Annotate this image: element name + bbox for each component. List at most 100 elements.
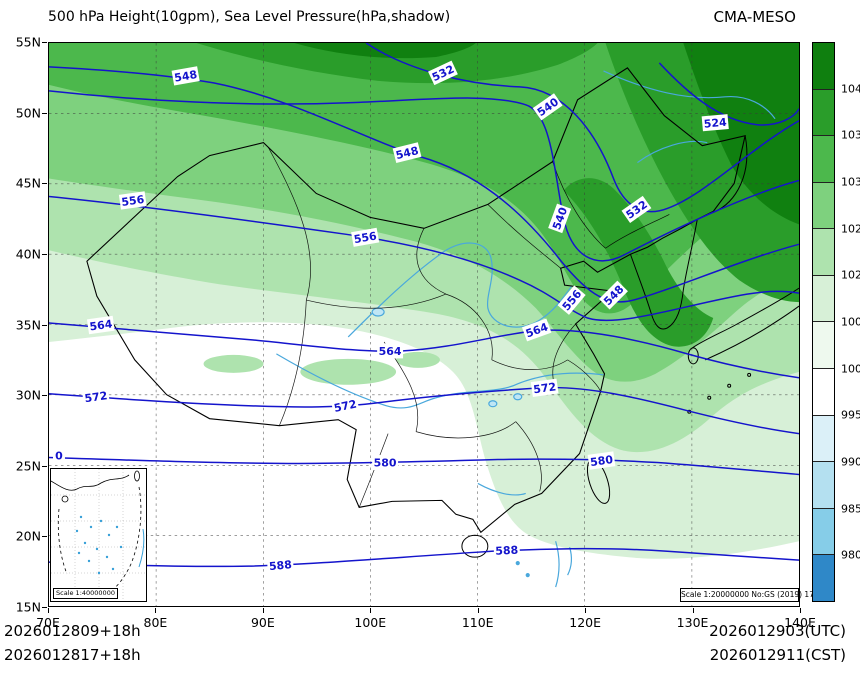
y-axis-tick-label: 15N bbox=[15, 599, 41, 615]
y-axis-tick-label: 30N bbox=[15, 387, 41, 403]
contour-label: 572 bbox=[330, 395, 360, 416]
y-axis-tick-label: 50N bbox=[15, 105, 41, 121]
svg-text:572: 572 bbox=[84, 389, 108, 405]
forecast-init-cst-label: 2026012817+18h bbox=[4, 646, 141, 664]
contour-label: 564 bbox=[521, 318, 552, 342]
contour-564 bbox=[49, 322, 799, 379]
y-axis-tick-label: 40N bbox=[15, 246, 41, 262]
forecast-init-utc-label: 2026012809+18h bbox=[4, 622, 141, 640]
svg-text:580: 580 bbox=[374, 457, 397, 470]
contour-label: 556 bbox=[118, 191, 147, 210]
pearl-river bbox=[477, 482, 526, 496]
model-name-label: CMA-MESO bbox=[713, 8, 796, 26]
x-axis-tick-mark bbox=[692, 608, 694, 613]
svg-text:556: 556 bbox=[353, 229, 378, 246]
inset-graticule bbox=[51, 469, 146, 600]
inset-islands bbox=[75, 515, 123, 575]
colorbar-tick-label: 1025 bbox=[841, 222, 860, 236]
colorbar-segment bbox=[813, 415, 834, 463]
colorbar-tick-label: 1035 bbox=[841, 128, 860, 142]
y-axis-tick-label: 35N bbox=[15, 317, 41, 332]
svg-text:572: 572 bbox=[333, 397, 358, 414]
small-island-coast bbox=[567, 547, 572, 576]
contour-532 bbox=[365, 43, 799, 213]
y-axis-tick-mark bbox=[42, 324, 47, 326]
x-axis-tick-mark bbox=[262, 608, 264, 613]
x-axis-tick-label: 100E bbox=[354, 615, 387, 630]
colorbar-segment bbox=[813, 322, 834, 370]
contour-572 bbox=[49, 386, 799, 435]
colorbar-segment bbox=[813, 229, 834, 276]
colorbar-segment bbox=[813, 275, 834, 323]
songhua-river bbox=[637, 140, 708, 164]
contour-label: 524 bbox=[701, 114, 729, 132]
poyang-lake bbox=[513, 393, 523, 401]
x-axis-tick-mark bbox=[477, 608, 479, 613]
y-axis-tick-mark bbox=[42, 42, 47, 43]
svg-text:564: 564 bbox=[89, 317, 114, 333]
inset-map-canvas bbox=[51, 469, 146, 600]
x-axis-tick-label: 110E bbox=[461, 615, 494, 630]
qinghai-lake bbox=[371, 307, 385, 317]
x-axis-tick-mark bbox=[585, 608, 587, 613]
rivers-layer bbox=[276, 70, 776, 588]
svg-text:588: 588 bbox=[495, 544, 519, 558]
x-axis-tick-mark bbox=[800, 608, 801, 613]
svg-text:548: 548 bbox=[394, 144, 419, 162]
contour-label: 588 bbox=[266, 556, 294, 574]
contour-556 bbox=[49, 195, 799, 322]
x-axis-tick-label: 120E bbox=[569, 615, 602, 630]
y-axis-tick-mark bbox=[42, 253, 47, 255]
colorbar-segment bbox=[813, 369, 834, 416]
svg-text:572: 572 bbox=[533, 380, 557, 396]
svg-text:580: 580 bbox=[589, 453, 614, 469]
y-axis-tick-label: 45N bbox=[15, 175, 41, 191]
colorbar-segment bbox=[813, 89, 834, 137]
colorbar-tick-label: 1030 bbox=[841, 175, 860, 189]
luzon-island-coast bbox=[555, 541, 560, 588]
dongting-lake bbox=[488, 400, 498, 408]
svg-text:0: 0 bbox=[55, 450, 63, 463]
contour-label: 0 bbox=[52, 448, 65, 464]
hainan-island bbox=[461, 534, 489, 558]
inset-philippines-coast bbox=[138, 528, 145, 568]
graticule-gridlines bbox=[49, 43, 799, 606]
svg-text:548: 548 bbox=[173, 68, 198, 85]
south-china-sea-inset: Scale 1:40000000 bbox=[50, 468, 147, 602]
inset-coastlines bbox=[51, 470, 142, 594]
colorbar-segment bbox=[813, 508, 834, 556]
y-axis-tick-mark bbox=[42, 395, 47, 397]
map-scale-label: Scale 1:20000000 No:GS (2019) 1786 bbox=[680, 588, 824, 602]
province-boundaries bbox=[268, 147, 670, 508]
inset-scale-label: Scale 1:40000000 bbox=[53, 588, 118, 599]
contour-label: 548 bbox=[171, 66, 200, 86]
y-axis-tick-mark bbox=[42, 183, 47, 185]
contour-label: 540 bbox=[548, 203, 572, 234]
colorbar-tick-label: 980 bbox=[841, 548, 860, 562]
x-axis-tick-label: 80E bbox=[143, 615, 168, 630]
contour-label: 572 bbox=[81, 387, 110, 406]
contour-label: 588 bbox=[493, 542, 521, 559]
colorbar-segment bbox=[813, 462, 834, 509]
y-axis-tick-mark bbox=[42, 112, 47, 114]
contour-label: 564 bbox=[377, 343, 404, 359]
amur-river bbox=[603, 70, 776, 120]
y-axis-tick-label: 25N bbox=[15, 458, 41, 474]
y-axis-tick-label: 55N bbox=[15, 34, 41, 50]
contour-label: 580 bbox=[372, 455, 399, 470]
pressure-shading-layer bbox=[49, 43, 799, 606]
colorbar-tick-label: 990 bbox=[841, 455, 860, 469]
yangtze-river bbox=[276, 353, 604, 409]
x-axis-tick-label: 140E bbox=[784, 615, 816, 630]
contour-label: 564 bbox=[86, 315, 115, 335]
y-axis-tick-label: 20N bbox=[15, 528, 41, 544]
contour-label: 580 bbox=[587, 451, 616, 470]
map-plot-area: 548 532 540 524 548 556 556 540 532 548 556 564 564 5… bbox=[48, 42, 824, 607]
y-axis-tick-mark bbox=[42, 607, 47, 608]
colorbar-tick-label: 1005 bbox=[841, 315, 860, 329]
svg-text:588: 588 bbox=[268, 558, 292, 573]
colorbar-segment bbox=[813, 182, 834, 230]
x-axis-tick-label: 70E bbox=[36, 615, 60, 630]
x-axis-tick-label: 130E bbox=[676, 615, 709, 630]
